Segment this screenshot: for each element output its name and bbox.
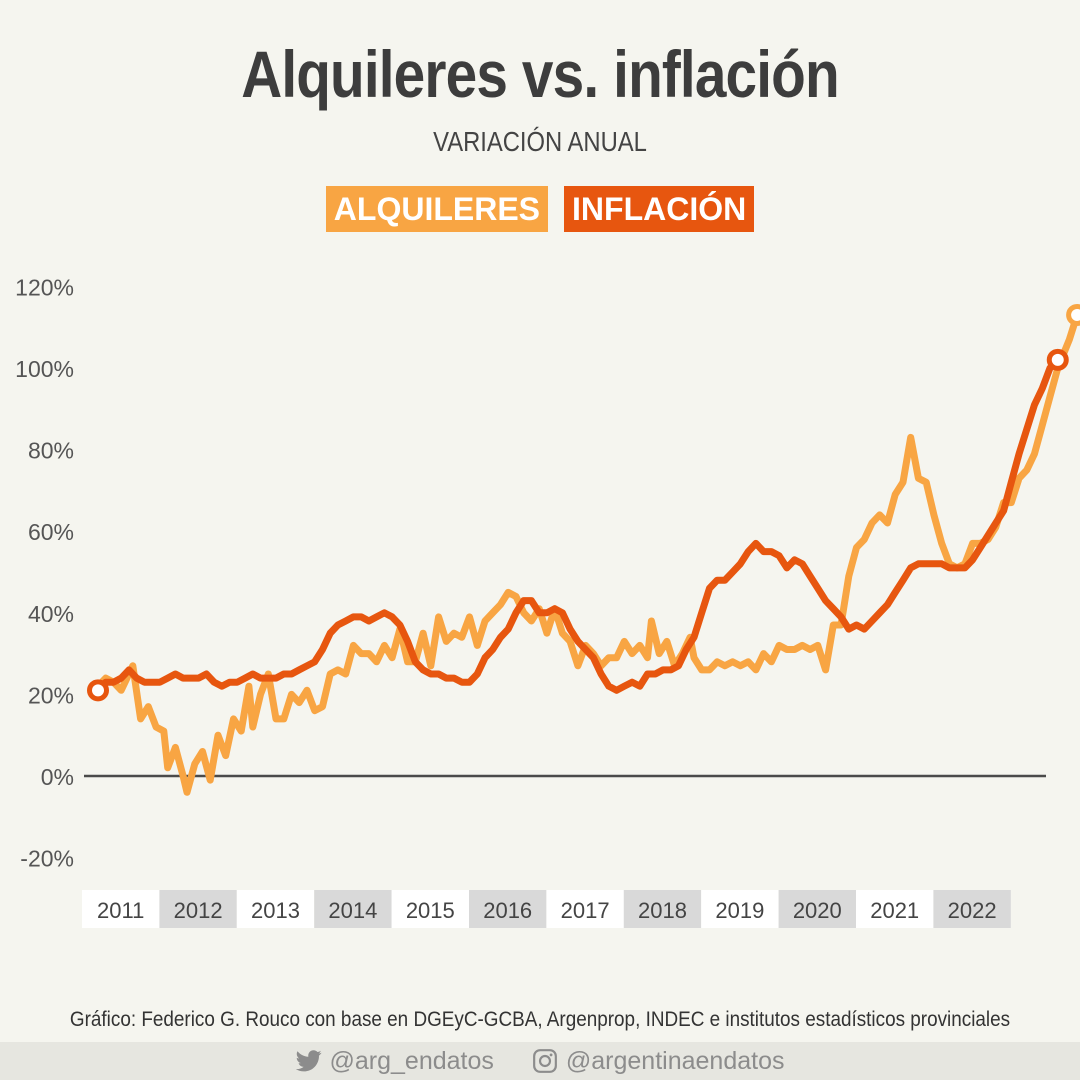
x-tick-label: 2020 (793, 898, 842, 923)
y-tick-label: 100% (15, 356, 74, 382)
year-band (82, 890, 160, 928)
legend: ALQUILERES INFLACIÓN (0, 186, 1080, 232)
x-tick-label: 2021 (870, 898, 919, 923)
year-band (933, 890, 1011, 928)
x-tick-label: 2017 (561, 898, 610, 923)
y-tick-label: -20% (20, 846, 74, 872)
y-tick-label: 120% (15, 274, 74, 300)
social-bar: @arg_endatos @argentinaendatos (0, 1042, 1080, 1080)
instagram-handle[interactable]: @argentinaendatos (532, 1046, 785, 1076)
line-chart: -20% 0% 20% 40% 60% 80% 100% 120% 2011 2012 2013 20… (15, 274, 1080, 928)
alquileres-end-marker (1066, 303, 1080, 326)
twitter-handle-text: @arg_endatos (329, 1046, 494, 1075)
twitter-icon (295, 1050, 322, 1072)
y-tick-label: 40% (28, 601, 74, 627)
year-band (469, 890, 547, 928)
twitter-handle[interactable]: @arg_endatos (295, 1046, 494, 1076)
instagram-icon (532, 1049, 557, 1073)
source-credit: Gráfico: Federico G. Rouco con base en D… (69, 1008, 1011, 1031)
series-inflacion-line (94, 356, 1062, 694)
legend-inflacion: INFLACIÓN (564, 186, 755, 232)
x-tick-label: 2016 (483, 898, 532, 923)
x-tick-label: 2014 (328, 898, 377, 923)
year-band (856, 890, 934, 928)
inflacion-start-marker (87, 679, 109, 702)
chart-title: Alquileres vs. inflación (241, 37, 839, 111)
year-band (623, 890, 702, 928)
instagram-handle-text: @argentinaendatos (565, 1046, 785, 1075)
x-tick-label: 2013 (251, 898, 300, 923)
x-tick-label: 2018 (638, 898, 687, 923)
inflacion-end-marker (1046, 348, 1069, 371)
year-band (546, 890, 624, 928)
year-band (159, 890, 237, 928)
x-tick-label: 2019 (715, 898, 764, 923)
year-band (236, 890, 315, 928)
x-tick-label: 2015 (406, 898, 455, 923)
legend-alquileres: ALQUILERES (325, 186, 549, 232)
y-tick-label: 0% (41, 764, 74, 790)
chart-subtitle: VARIACIÓN ANUAL (433, 126, 647, 157)
x-tick-label: 2012 (174, 898, 223, 923)
x-tick-label: 2011 (97, 898, 144, 923)
year-band (391, 890, 469, 928)
x-tick-label: 2022 (948, 898, 997, 923)
year-band (701, 890, 779, 928)
series-alquileres-line (94, 311, 1080, 796)
y-tick-label: 20% (28, 682, 74, 708)
year-band (314, 890, 392, 928)
y-tick-label: 60% (28, 519, 74, 545)
y-tick-label: 80% (28, 438, 74, 464)
year-band (778, 890, 856, 928)
